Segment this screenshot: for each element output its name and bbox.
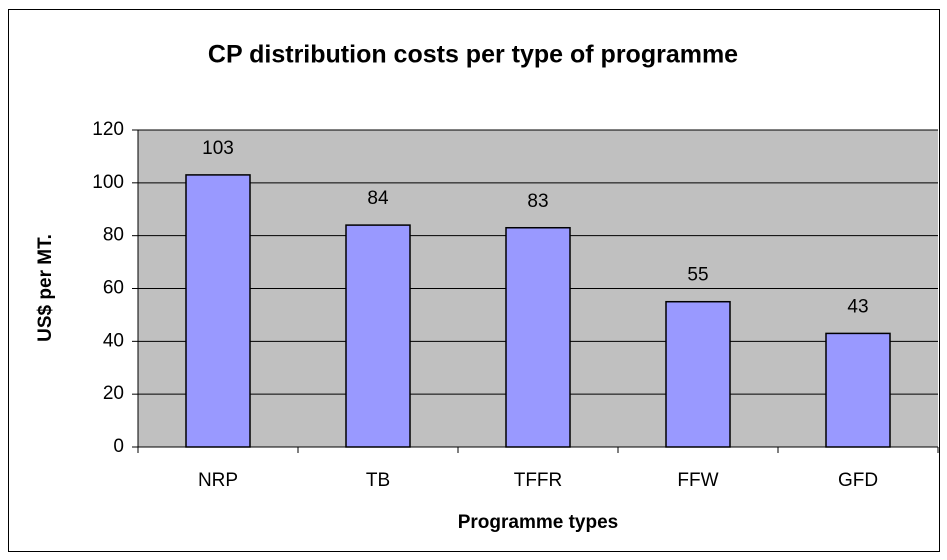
y-tick-label: 120 [92, 119, 124, 140]
bar [505, 226, 571, 448]
bar [825, 332, 891, 448]
y-tick-label: 20 [103, 383, 124, 404]
chart-title: CP distribution costs per type of progra… [208, 41, 738, 69]
bar [665, 300, 731, 448]
x-tick-label: FFW [677, 470, 718, 491]
bar [345, 224, 411, 448]
bar [185, 174, 251, 448]
x-tick-label: GFD [838, 470, 878, 491]
data-label: 103 [202, 138, 234, 159]
data-label: 84 [367, 188, 389, 209]
data-label: 55 [687, 265, 708, 286]
x-tick-label: TB [366, 470, 390, 491]
data-label: 43 [847, 296, 868, 317]
x-tick-label: NRP [198, 470, 238, 491]
y-tick-label: 100 [92, 172, 124, 193]
y-tick-label: 80 [103, 225, 124, 246]
y-axis-title: US$ per MT. [35, 234, 56, 342]
x-tick-label: TFFR [514, 470, 563, 491]
data-label: 83 [527, 191, 548, 212]
x-axis-title: Programme types [458, 512, 619, 533]
y-tick-label: 60 [103, 278, 124, 299]
y-tick-label: 40 [103, 330, 124, 351]
y-tick-label: 0 [113, 436, 124, 457]
